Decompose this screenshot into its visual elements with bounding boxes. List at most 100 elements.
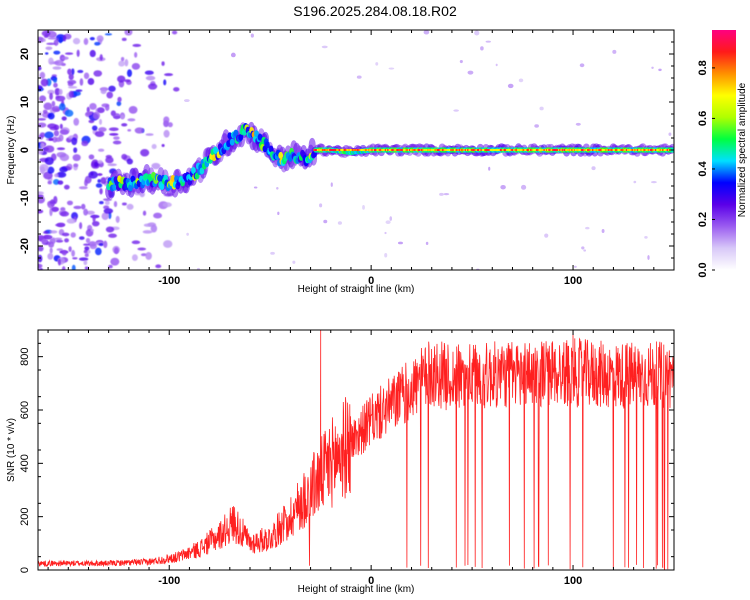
spectrogram-cell [68, 90, 74, 98]
spectrogram-cell [170, 174, 176, 182]
spectrogram-cell [148, 83, 158, 90]
spectrogram-cell [51, 206, 60, 212]
x-tick-label: -100 [158, 275, 180, 287]
spectrogram-cell [117, 96, 122, 103]
spectrogram-cell [94, 131, 105, 138]
spectrogram-cell [72, 257, 78, 260]
spectrogram-cell [67, 68, 72, 75]
spectrogram-cell [58, 134, 64, 142]
spectrogram-cell [73, 90, 81, 97]
spectrogram-heatmap [38, 30, 674, 270]
spectrogram-cell [79, 78, 84, 86]
spectrogram-x-ticks: -100 0 100 [47, 30, 675, 287]
spectrogram-cell [126, 69, 133, 77]
spectrogram-cell [54, 59, 64, 66]
spectrogram-cell [47, 166, 55, 174]
spectrogram-cell [162, 202, 172, 208]
spectrogram-cell [97, 179, 102, 183]
spectrogram-cell [47, 112, 55, 120]
spectrogram-cell [112, 140, 122, 145]
spectrogram-cell [71, 68, 75, 76]
spectrogram-cell [109, 133, 119, 136]
spectrogram-cell [651, 66, 654, 69]
spectrogram-cell [163, 116, 170, 124]
spectrogram-cell [574, 265, 577, 268]
spectrogram-cell [276, 186, 279, 190]
spectrogram-cell [103, 208, 114, 214]
spectrogram-cell [121, 202, 127, 206]
spectrogram-cell [98, 242, 104, 247]
spectrogram-cell [47, 37, 58, 40]
spectrogram-cell [337, 221, 343, 225]
spectrogram-cell [56, 248, 64, 251]
spectrogram-cell [66, 200, 74, 206]
spectrogram-cell [534, 124, 539, 128]
spectrogram-cell [78, 186, 88, 190]
spectrogram-cell [39, 163, 49, 172]
spectrogram-cell [68, 73, 74, 81]
spectrogram-cell [38, 191, 44, 195]
spectrogram-cell [137, 247, 147, 251]
spectrogram-cell [108, 85, 116, 92]
spectrogram-cell [459, 59, 463, 64]
spectrogram-cell [126, 158, 133, 165]
colorbar-tick-label: 0.6 [697, 111, 709, 126]
spectrogram-cell [43, 235, 49, 239]
spectrogram-cell [121, 153, 128, 160]
spectrogram-cell [650, 181, 657, 184]
spectrogram-cell [658, 68, 662, 72]
x-tick-label: 100 [564, 575, 582, 587]
spectrogram-cell [110, 257, 120, 266]
spectrogram-cell [601, 228, 605, 233]
spectrogram-cell [124, 58, 129, 67]
spectrogram-cell [44, 145, 55, 153]
spectrogram-cell [131, 254, 138, 262]
spectrogram-cell [145, 251, 152, 260]
spectrogram-cell [83, 243, 90, 246]
spectrogram-cell [384, 252, 388, 258]
spectrogram-cell [45, 52, 49, 55]
spectrogram-cell [151, 171, 156, 179]
spectrogram-cell [61, 266, 66, 270]
spectrogram-cell [73, 147, 78, 153]
spectrogram-cell [151, 162, 161, 170]
spectrogram-cell [644, 235, 648, 239]
spectrogram-cell [63, 184, 70, 190]
spectrogram-cell [84, 266, 89, 270]
y-tick-label: -20 [19, 238, 31, 254]
spectrogram-cell [142, 210, 147, 216]
spectrogram-cell [49, 230, 58, 234]
spectrogram-cell [113, 201, 118, 208]
spectrogram-cell [97, 107, 105, 114]
spectrogram-cell [84, 249, 88, 254]
spectrogram-cell [153, 212, 163, 219]
spectrogram-cell [467, 70, 474, 75]
spectrogram-cell [67, 79, 77, 85]
y-tick-label: -10 [19, 190, 31, 206]
spectrogram-cell [38, 122, 47, 128]
spectrogram-cell [443, 193, 450, 196]
spectrogram-cell [114, 247, 119, 255]
spectrogram-cell [356, 75, 362, 79]
spectrogram-cell [39, 142, 45, 149]
spectrogram-cell [105, 156, 114, 164]
spectrogram-cell [163, 129, 170, 138]
spectrogram-x-label: Height of straight line (km) [298, 284, 415, 295]
spectrogram-cell [173, 87, 180, 92]
spectrogram-cell [128, 105, 138, 114]
spectrogram-cell [105, 226, 115, 233]
spectrogram-cell [134, 52, 138, 58]
spectrogram-cell [151, 144, 157, 150]
spectrogram-cell [103, 240, 108, 249]
spectrogram-cell [75, 89, 83, 92]
spectrogram-cell [118, 60, 125, 67]
spectrogram-cell [131, 62, 141, 70]
spectrogram-cell [52, 66, 62, 70]
spectrogram-cell [575, 122, 581, 126]
spectrogram-cell [485, 40, 491, 43]
spectrogram-cell [425, 241, 429, 245]
spectrogram-cell [518, 78, 524, 83]
spectrogram-cell [53, 39, 59, 46]
spectrogram-cell [38, 147, 44, 155]
